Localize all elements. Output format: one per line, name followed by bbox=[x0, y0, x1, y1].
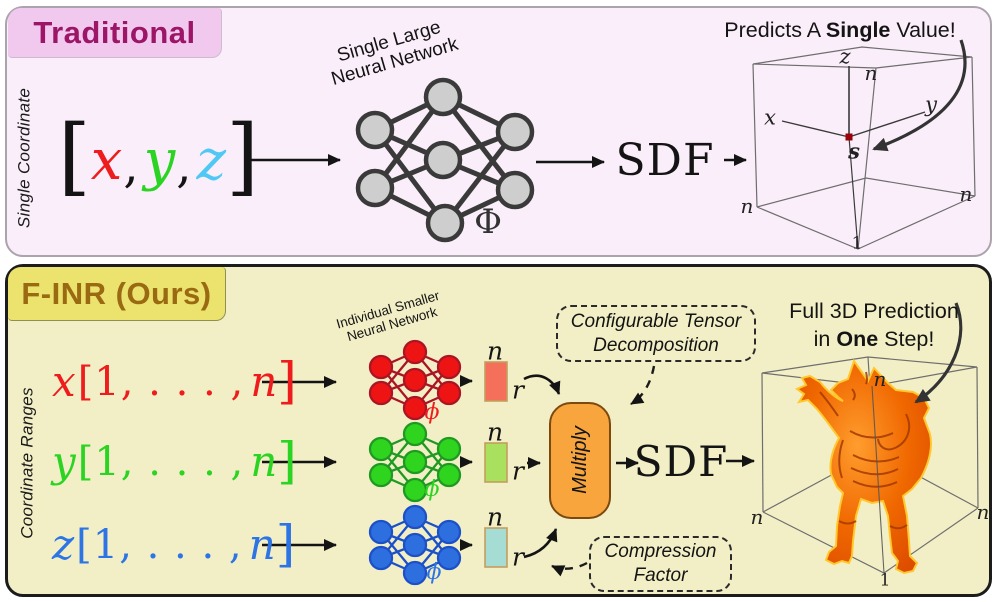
sample-point-s bbox=[845, 133, 853, 141]
traditional-title: Traditional bbox=[8, 8, 222, 58]
sdf-label-finr: SDF bbox=[633, 437, 729, 486]
tensor-factor-x bbox=[484, 361, 508, 402]
coordinate-input: [ x , y , z ] bbox=[58, 107, 259, 206]
callout-arrow-single-value bbox=[872, 39, 967, 152]
dim-n-y: n bbox=[486, 417, 504, 447]
side-label-coordinate-ranges: Coordinate Ranges bbox=[17, 387, 37, 539]
cube-x-label: x bbox=[764, 105, 776, 130]
compression-factor-note: Compression Factor bbox=[589, 536, 732, 592]
prediction-cube-n-left: n bbox=[750, 505, 764, 529]
arrow-tensor-z-to-multiply bbox=[523, 528, 558, 559]
phi-symbol-y: ϕ bbox=[424, 477, 440, 502]
phi-symbol-z: ϕ bbox=[426, 560, 442, 585]
prediction-cube-n-top: n bbox=[873, 367, 887, 391]
small-neural-network-icon-z bbox=[368, 504, 462, 586]
dim-r-z: r bbox=[512, 542, 524, 572]
comma: , bbox=[176, 138, 192, 194]
small-neural-network-icon-x bbox=[368, 339, 462, 421]
cube-z-label: z bbox=[839, 44, 851, 69]
cube-s-label: s bbox=[848, 138, 860, 164]
finr-title: F-INR (Ours) bbox=[8, 267, 226, 321]
prediction-cube-origin: 1 bbox=[879, 570, 891, 591]
cube-n-left-label: n bbox=[740, 194, 754, 218]
large-neural-network-icon bbox=[355, 77, 535, 243]
dashed-arrow-tensor-note bbox=[630, 365, 656, 406]
phi-capital-symbol: Φ bbox=[474, 202, 502, 242]
finr-title-label: F-INR (Ours) bbox=[21, 275, 212, 311]
cube-origin-label: 1 bbox=[851, 233, 863, 254]
side-label-single-coordinate: Single Coordinate bbox=[14, 87, 34, 229]
dim-r-y: r bbox=[512, 456, 524, 486]
tensor-factor-z bbox=[484, 527, 508, 568]
traditional-title-label: Traditional bbox=[33, 14, 196, 50]
phi-symbol-x: ϕ bbox=[424, 400, 440, 425]
cube-n-right-label: n bbox=[959, 182, 973, 206]
small-neural-network-icon-y bbox=[368, 421, 462, 503]
sdf-cube-plot bbox=[752, 46, 976, 250]
tensor-decomposition-note: Configurable Tensor Decomposition bbox=[556, 305, 756, 362]
range-input-y: y [1, . . . , n ] bbox=[52, 431, 297, 490]
coord-x: x bbox=[90, 127, 123, 193]
prediction-cube-axis bbox=[871, 385, 885, 574]
cube-n-axis-label: n bbox=[864, 61, 878, 85]
sdf-label-traditional: SDF bbox=[615, 135, 715, 186]
tensor-factor-y bbox=[484, 442, 508, 483]
dim-n-x: n bbox=[486, 336, 504, 366]
range-input-z: z [1, . . . , n ] bbox=[52, 514, 296, 573]
bracket-close: ] bbox=[226, 107, 259, 206]
bracket-open: [ bbox=[58, 107, 91, 206]
multiply-label: Multiply bbox=[569, 426, 591, 494]
comma: , bbox=[123, 138, 139, 194]
dim-n-z: n bbox=[486, 502, 504, 532]
cube-y-label: y bbox=[925, 92, 937, 117]
prediction-cube-n-right: n bbox=[976, 500, 990, 524]
callout-one-step: Full 3D Prediction in One Step! bbox=[789, 299, 959, 351]
dim-r-x: r bbox=[512, 375, 524, 405]
coord-z: z bbox=[196, 127, 227, 193]
arrow-tensor-x-to-multiply bbox=[523, 374, 561, 395]
callout-arrow-one-step bbox=[914, 302, 963, 404]
multiply-box bbox=[549, 402, 611, 519]
armadillo-render bbox=[794, 358, 932, 575]
dashed-arrow-compression-note bbox=[551, 561, 588, 577]
coord-y: y bbox=[143, 127, 176, 193]
callout-single-value: Predicts A Single Value! bbox=[724, 18, 956, 43]
range-input-x: x [1, . . . , n ] bbox=[52, 351, 297, 410]
